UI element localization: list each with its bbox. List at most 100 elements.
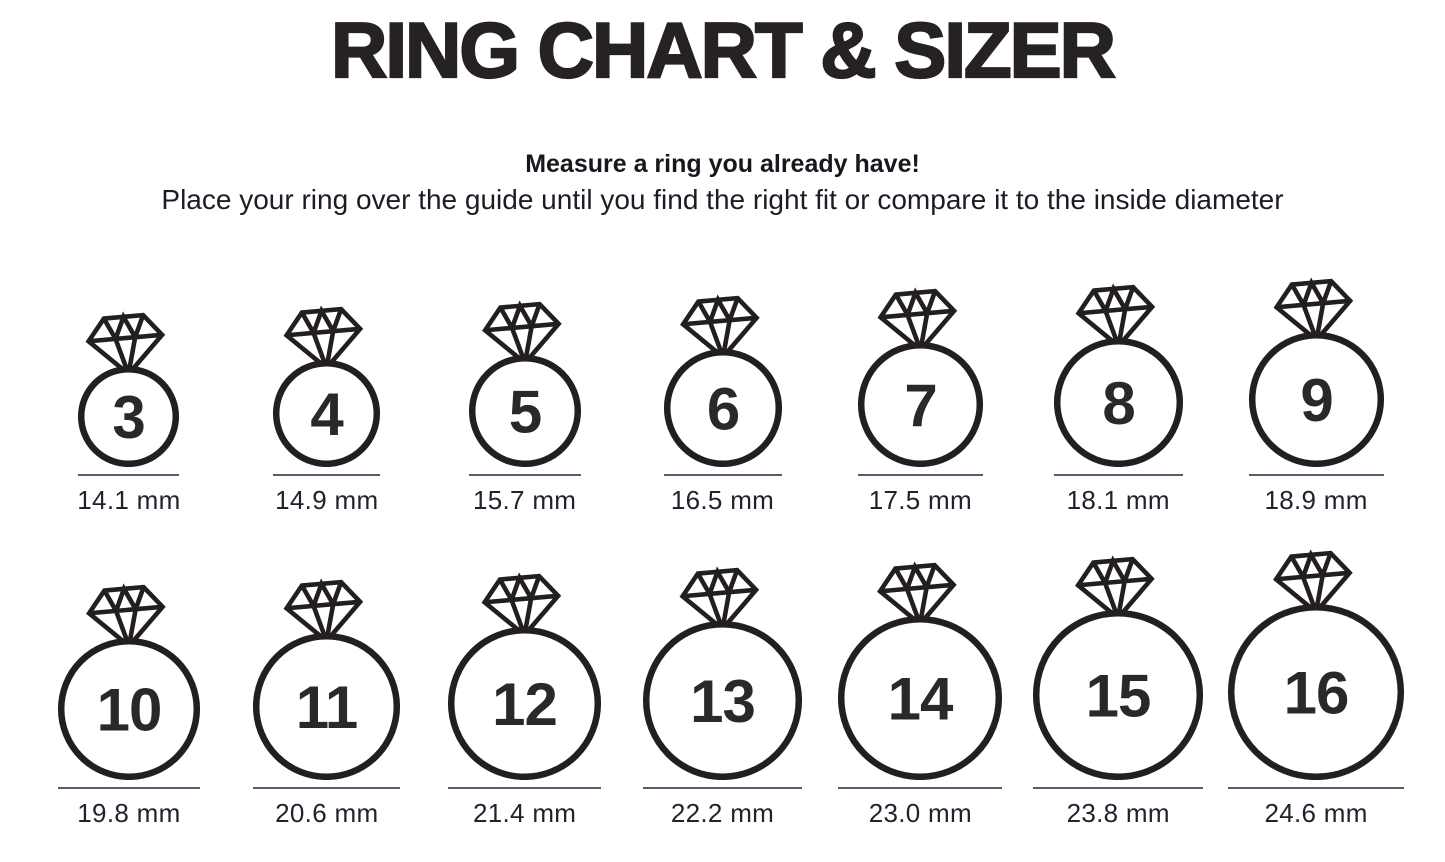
diameter-underline bbox=[253, 786, 401, 789]
diamond-ring-icon: 7 bbox=[857, 287, 983, 467]
diameter-underline bbox=[78, 473, 180, 476]
ring-size-item: 13 22.2 mm bbox=[624, 565, 822, 829]
inside-diameter-label: 17.5 mm bbox=[868, 484, 972, 515]
inside-diameter-label: 14.9 mm bbox=[275, 484, 379, 515]
subtitle-instructions: Place your ring over the guide until you… bbox=[161, 183, 1284, 215]
ring-size-number: 3 bbox=[113, 384, 145, 451]
diameter-underline bbox=[1248, 473, 1384, 476]
diamond-icon bbox=[283, 579, 364, 644]
diamond-facets bbox=[880, 287, 955, 351]
diameter-underline bbox=[273, 473, 381, 476]
inside-diameter-label: 15.7 mm bbox=[473, 484, 577, 515]
ring-size-number: 9 bbox=[1300, 367, 1332, 434]
diamond-facets bbox=[1275, 549, 1350, 613]
diamond-ring-icon: 8 bbox=[1053, 283, 1183, 467]
ring-size-number: 10 bbox=[97, 676, 162, 743]
inside-diameter-label: 21.4 mm bbox=[473, 797, 577, 828]
ring-size-item: 15 23.8 mm bbox=[1019, 554, 1217, 829]
diamond-facets bbox=[286, 305, 361, 369]
diamond-ring-icon: 10 bbox=[57, 583, 200, 780]
ring-size-item: 11 20.6 mm bbox=[228, 577, 426, 829]
diameter-underline bbox=[1033, 786, 1204, 789]
ring-band-circle bbox=[838, 615, 1003, 780]
inside-diameter-label: 18.1 mm bbox=[1066, 484, 1170, 515]
inside-diameter-label: 14.1 mm bbox=[77, 484, 181, 515]
ring-size-item: 9 18.9 mm bbox=[1217, 276, 1415, 516]
diamond-icon bbox=[1075, 284, 1155, 349]
diameter-underline bbox=[1053, 473, 1183, 476]
inside-diameter-label: 19.8 mm bbox=[77, 797, 181, 828]
diameter-underline bbox=[643, 786, 802, 789]
diameter-underline bbox=[1228, 786, 1405, 789]
inside-diameter-label: 24.6 mm bbox=[1264, 797, 1368, 828]
subtitle-block: Measure a ring you already have! Place y… bbox=[0, 150, 1445, 216]
inside-diameter-label: 23.8 mm bbox=[1066, 797, 1170, 828]
inside-diameter-label: 16.5 mm bbox=[670, 484, 775, 515]
ring-size-number: 15 bbox=[1086, 662, 1151, 729]
diameter-underline bbox=[448, 786, 602, 789]
ring-size-item: 7 17.5 mm bbox=[821, 286, 1019, 516]
inside-diameter-label: 23.0 mm bbox=[868, 797, 972, 828]
diamond-icon bbox=[877, 562, 958, 627]
ring-band-circle bbox=[663, 348, 782, 467]
diamond-icon bbox=[877, 288, 958, 353]
diamond-ring-icon: 5 bbox=[468, 300, 581, 467]
diamond-icon bbox=[85, 312, 166, 377]
ring-size-item: 4 14.9 mm bbox=[228, 304, 426, 516]
diamond-ring-icon: 13 bbox=[642, 566, 803, 780]
diamond-icon bbox=[85, 584, 166, 649]
diamond-icon bbox=[481, 301, 562, 366]
ring-band-circle bbox=[1053, 337, 1183, 467]
ring-size-number: 6 bbox=[706, 375, 738, 442]
subtitle-headline: Measure a ring you already have! bbox=[525, 149, 920, 178]
diamond-facets bbox=[88, 583, 163, 647]
diamond-ring-icon: 9 bbox=[1248, 277, 1384, 467]
ring-size-number: 14 bbox=[888, 665, 954, 732]
ring-band-circle bbox=[448, 626, 602, 780]
ring-size-number: 7 bbox=[904, 372, 936, 439]
ring-band-circle bbox=[642, 620, 803, 780]
ring-size-item: 8 18.1 mm bbox=[1019, 282, 1217, 516]
diamond-ring-icon: 3 bbox=[78, 311, 180, 467]
ring-size-item: 6 16.5 mm bbox=[624, 293, 822, 516]
ring-size-item: 10 19.8 mm bbox=[30, 582, 228, 829]
ring-band-circle bbox=[57, 637, 200, 780]
diameter-underline bbox=[57, 786, 200, 789]
diameter-underline bbox=[838, 786, 1003, 789]
diamond-facets bbox=[484, 572, 559, 636]
diamond-ring-icon: 4 bbox=[273, 305, 381, 467]
diamond-facets bbox=[484, 300, 559, 364]
ring-size-item: 3 14.1 mm bbox=[30, 310, 228, 516]
ring-band-circle bbox=[1248, 331, 1384, 467]
diamond-facets bbox=[682, 294, 757, 358]
diamond-icon bbox=[1273, 550, 1353, 615]
ring-band-circle bbox=[273, 359, 381, 467]
ring-band-circle bbox=[1228, 603, 1405, 780]
ring-size-number: 13 bbox=[690, 668, 755, 735]
ring-size-number: 5 bbox=[508, 378, 540, 445]
diamond-icon bbox=[481, 573, 562, 638]
diamond-facets bbox=[1078, 283, 1153, 347]
diameter-underline bbox=[857, 473, 983, 476]
ring-size-number: 11 bbox=[296, 674, 357, 741]
ring-band-circle bbox=[253, 632, 401, 780]
diamond-facets bbox=[1078, 555, 1153, 619]
ring-size-number: 16 bbox=[1284, 659, 1349, 726]
diamond-facets bbox=[880, 561, 955, 625]
ring-band-circle bbox=[78, 365, 180, 467]
diamond-ring-icon: 12 bbox=[448, 572, 602, 780]
diamond-icon bbox=[1273, 278, 1353, 343]
inside-diameter-label: 20.6 mm bbox=[275, 797, 379, 828]
diamond-icon bbox=[679, 295, 760, 360]
ring-size-number: 8 bbox=[1102, 370, 1134, 437]
diameter-underline bbox=[663, 473, 782, 476]
diamond-ring-icon: 11 bbox=[253, 578, 401, 780]
diamond-facets bbox=[682, 566, 757, 630]
ring-row-2: 10 19.8 mm 11 20.6 mm 12 21.4 mm bbox=[0, 548, 1445, 829]
ring-band-circle bbox=[468, 354, 581, 467]
diamond-ring-icon: 16 bbox=[1228, 549, 1405, 780]
diamond-icon bbox=[1075, 556, 1155, 621]
ring-size-item: 14 23.0 mm bbox=[821, 560, 1019, 829]
ring-size-item: 12 21.4 mm bbox=[426, 571, 624, 829]
